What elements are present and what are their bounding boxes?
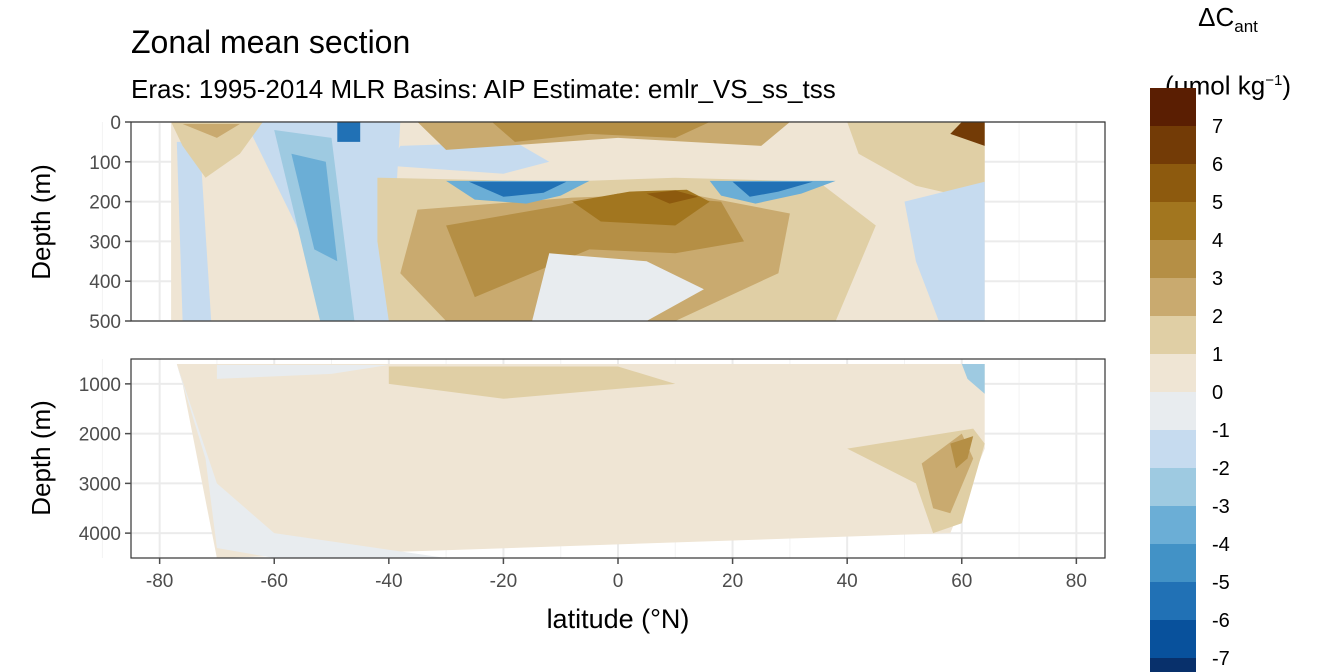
colorbar-swatch bbox=[1150, 88, 1196, 126]
colorbar-tick-label: 3 bbox=[1212, 268, 1223, 290]
y-tick-label: 1000 bbox=[79, 375, 121, 396]
x-tick-label: 60 bbox=[951, 571, 972, 592]
y-tick-label: 500 bbox=[89, 312, 121, 333]
y-axis-label-upper: Depth (m) bbox=[26, 164, 56, 280]
colorbar-tick-label: 0 bbox=[1212, 382, 1223, 404]
colorbar-swatch bbox=[1150, 544, 1196, 582]
contour-fill-group bbox=[176, 364, 985, 558]
contour-region bbox=[847, 122, 985, 202]
x-tick-label: -20 bbox=[490, 571, 517, 592]
contour-region bbox=[291, 153, 338, 262]
colorbar-tick-label: 4 bbox=[1212, 230, 1223, 252]
colorbar-tick-label: 5 bbox=[1212, 192, 1223, 214]
contour-region bbox=[182, 124, 240, 138]
y-tick-label: 400 bbox=[89, 272, 121, 293]
contour-region bbox=[171, 122, 263, 178]
colorbar: -7 -6 -5 -4 -3 -2 -1 0 1 2 3 4 5 6 7 bbox=[1150, 88, 1230, 672]
x-tick-label: -40 bbox=[375, 571, 402, 592]
contour-region bbox=[950, 436, 974, 469]
contour-region bbox=[388, 141, 550, 174]
legend-title: ΔCant (μmol kg−1) bbox=[1148, 0, 1308, 113]
y-axis-label-lower: Depth (m) bbox=[26, 400, 56, 516]
colorbar-swatch bbox=[1150, 658, 1196, 672]
y-tick-label: 2000 bbox=[79, 425, 121, 446]
y-tick-label: 4000 bbox=[79, 524, 121, 545]
legend-unit-exponent: −1 bbox=[1265, 72, 1283, 90]
chart-subtitle: Eras: 1995-2014 MLR Basins: AIP Estimate… bbox=[131, 74, 836, 104]
colorbar-tick-label: -5 bbox=[1212, 572, 1230, 594]
colorbar-swatch bbox=[1150, 164, 1196, 202]
upper-depth-panel: 0 100 200 300 400 500 bbox=[89, 113, 1106, 333]
contour-fill-group bbox=[171, 122, 985, 321]
x-tick-label: -60 bbox=[261, 571, 288, 592]
colorbar-tick-label: 6 bbox=[1212, 154, 1223, 176]
colorbar-swatch bbox=[1150, 582, 1196, 620]
y-tick-label: 0 bbox=[110, 113, 121, 134]
y-tick-label: 100 bbox=[89, 153, 121, 174]
colorbar-tick-label: 1 bbox=[1212, 344, 1223, 366]
colorbar-swatch bbox=[1150, 506, 1196, 544]
colorbar-swatch bbox=[1150, 316, 1196, 354]
contour-region bbox=[950, 122, 985, 146]
y-tick-label: 200 bbox=[89, 193, 121, 214]
lower-depth-panel: 1000 2000 3000 4000 bbox=[79, 358, 1106, 559]
legend-subscript: ant bbox=[1234, 17, 1258, 37]
contour-region bbox=[469, 181, 567, 197]
contour-region bbox=[176, 364, 447, 558]
colorbar-swatch bbox=[1150, 392, 1196, 430]
chart-title: Zonal mean section bbox=[131, 24, 411, 60]
contour-region bbox=[337, 122, 361, 142]
panel-border bbox=[130, 121, 1106, 322]
colorbar-tick-label: -2 bbox=[1212, 458, 1230, 480]
x-tick-label: 20 bbox=[722, 571, 743, 592]
contour-region bbox=[961, 364, 985, 394]
colorbar-swatch bbox=[1150, 202, 1196, 240]
contour-region bbox=[492, 122, 710, 142]
colorbar-swatch bbox=[1150, 468, 1196, 506]
colorbar-swatch bbox=[1150, 620, 1196, 658]
x-tick-label: 80 bbox=[1066, 571, 1087, 592]
x-tick-label: -80 bbox=[146, 571, 173, 592]
contour-region bbox=[216, 365, 389, 379]
contour-region bbox=[176, 364, 985, 558]
colorbar-tick-label: 7 bbox=[1212, 116, 1223, 138]
legend-unit-close: ) bbox=[1282, 70, 1291, 101]
contour-region bbox=[388, 366, 676, 399]
colorbar-swatch bbox=[1150, 278, 1196, 316]
colorbar-tick-label: -1 bbox=[1212, 420, 1230, 442]
contour-region bbox=[532, 253, 704, 321]
colorbar-swatch bbox=[1150, 240, 1196, 278]
contour-region bbox=[732, 181, 813, 197]
contour-region bbox=[904, 181, 985, 321]
x-tick-label: 0 bbox=[613, 571, 624, 592]
contour-region bbox=[646, 190, 699, 204]
x-axis-label: latitude (°N) bbox=[547, 604, 690, 634]
colorbar-tick-label: -6 bbox=[1212, 610, 1230, 632]
x-tick-label: 40 bbox=[837, 571, 858, 592]
y-tick-label: 300 bbox=[89, 232, 121, 253]
legend-symbol: ΔC bbox=[1198, 2, 1235, 32]
x-axis: -80 -60 -40 -20 0 20 40 60 80 bbox=[146, 558, 1087, 592]
colorbar-swatch bbox=[1150, 430, 1196, 468]
colorbar-swatch bbox=[1150, 354, 1196, 392]
colorbar-tick-label: -3 bbox=[1212, 496, 1230, 518]
colorbar-swatch bbox=[1150, 126, 1196, 164]
colorbar-tick-label: -4 bbox=[1212, 534, 1230, 556]
colorbar-tick-label: -7 bbox=[1212, 648, 1230, 670]
contour-region bbox=[176, 141, 212, 321]
y-tick-label: 3000 bbox=[79, 474, 121, 495]
colorbar-tick-label: 2 bbox=[1212, 306, 1223, 328]
